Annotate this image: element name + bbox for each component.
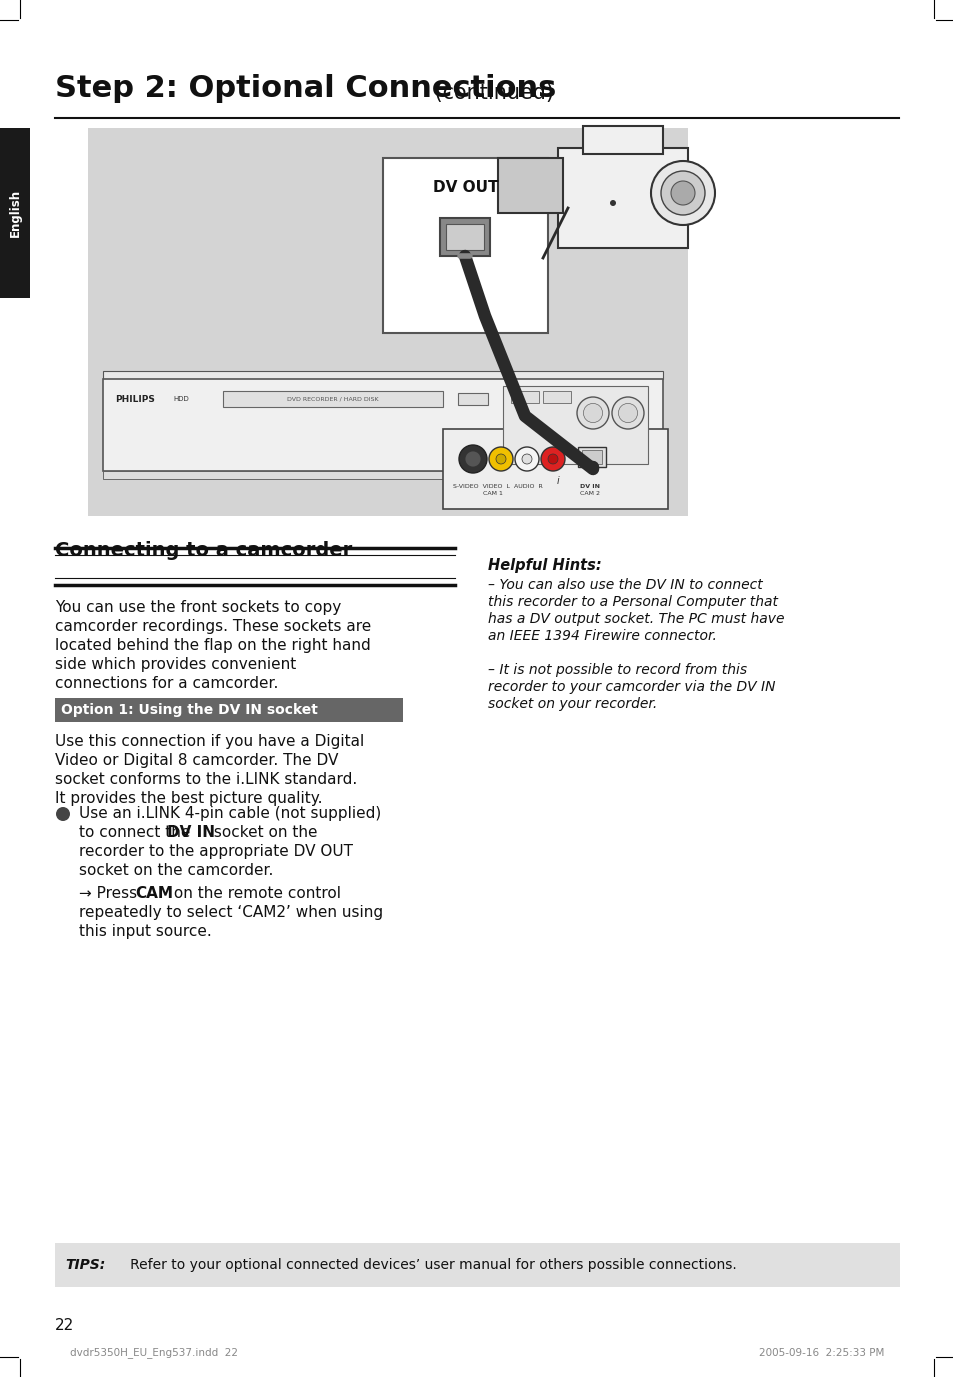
Circle shape xyxy=(515,448,538,471)
Text: TIPS:: TIPS: xyxy=(65,1259,105,1272)
Bar xyxy=(582,127,662,154)
Circle shape xyxy=(609,200,616,207)
Bar xyxy=(111,388,201,408)
Text: located behind the flap on the right hand: located behind the flap on the right han… xyxy=(55,638,371,653)
Bar xyxy=(439,218,490,256)
Text: English: English xyxy=(9,189,22,237)
Text: Video or Digital 8 camcorder. The DV: Video or Digital 8 camcorder. The DV xyxy=(55,753,338,768)
Bar xyxy=(578,448,605,467)
Text: an IEEE 1394 Firewire connector.: an IEEE 1394 Firewire connector. xyxy=(488,629,716,643)
Text: → Press: → Press xyxy=(79,885,142,901)
Bar xyxy=(0,128,30,297)
Circle shape xyxy=(670,180,695,205)
Text: PHILIPS: PHILIPS xyxy=(115,394,154,403)
Text: CAM 2: CAM 2 xyxy=(579,492,599,496)
Text: this recorder to a Personal Computer that: this recorder to a Personal Computer tha… xyxy=(488,595,778,609)
Text: S-VIDEO  VIDEO  L  AUDIO  R: S-VIDEO VIDEO L AUDIO R xyxy=(453,483,542,489)
Bar xyxy=(581,450,601,464)
Text: Option 1: Using the DV IN socket: Option 1: Using the DV IN socket xyxy=(61,704,317,717)
Text: repeatedly to select ‘CAM2’ when using: repeatedly to select ‘CAM2’ when using xyxy=(79,905,383,920)
Text: socket conforms to the i.LINK standard.: socket conforms to the i.LINK standard. xyxy=(55,772,356,788)
Text: – It is not possible to record from this: – It is not possible to record from this xyxy=(488,662,746,677)
Text: It provides the best picture quality.: It provides the best picture quality. xyxy=(55,790,322,806)
Text: Refer to your optional connected devices’ user manual for others possible connec: Refer to your optional connected devices… xyxy=(117,1259,736,1272)
Circle shape xyxy=(464,452,480,467)
Text: You can use the front sockets to copy: You can use the front sockets to copy xyxy=(55,600,341,616)
Text: DVD RECORDER / HARD DISK: DVD RECORDER / HARD DISK xyxy=(287,397,378,402)
Bar xyxy=(558,147,687,248)
Bar xyxy=(511,391,538,403)
Text: – You can also use the DV IN to connect: – You can also use the DV IN to connect xyxy=(488,578,762,592)
Circle shape xyxy=(521,454,532,464)
Circle shape xyxy=(489,448,513,471)
Bar xyxy=(223,391,442,408)
Circle shape xyxy=(577,397,608,430)
Text: i: i xyxy=(556,476,558,486)
Text: socket on the camcorder.: socket on the camcorder. xyxy=(79,863,274,879)
Text: Helpful Hints:: Helpful Hints: xyxy=(488,558,601,573)
Text: DV OUT: DV OUT xyxy=(433,180,497,196)
Text: recorder to your camcorder via the DV IN: recorder to your camcorder via the DV IN xyxy=(488,680,775,694)
Text: Connecting to a camcorder: Connecting to a camcorder xyxy=(55,541,352,560)
Bar xyxy=(442,430,667,509)
Text: socket on your recorder.: socket on your recorder. xyxy=(488,697,657,711)
Text: HDD: HDD xyxy=(172,397,189,402)
Circle shape xyxy=(650,161,714,224)
Bar xyxy=(382,158,547,333)
Bar xyxy=(103,370,662,379)
Bar xyxy=(103,379,662,471)
Text: (continued): (continued) xyxy=(428,83,554,103)
Circle shape xyxy=(618,403,637,423)
Text: Step 2: Optional Connections: Step 2: Optional Connections xyxy=(55,74,556,103)
Text: 22: 22 xyxy=(55,1318,74,1333)
Circle shape xyxy=(660,171,704,215)
Text: has a DV output socket. The PC must have: has a DV output socket. The PC must have xyxy=(488,611,783,627)
Text: on the remote control: on the remote control xyxy=(169,885,340,901)
Bar xyxy=(103,471,662,479)
Circle shape xyxy=(583,403,602,423)
Circle shape xyxy=(612,397,643,430)
Text: this input source.: this input source. xyxy=(79,924,212,939)
Text: dvdr5350H_EU_Eng537.indd  22: dvdr5350H_EU_Eng537.indd 22 xyxy=(70,1347,237,1358)
Text: DV IN: DV IN xyxy=(167,825,214,840)
Bar xyxy=(55,698,402,722)
Bar xyxy=(497,158,562,213)
Circle shape xyxy=(547,454,558,464)
Text: side which provides convenient: side which provides convenient xyxy=(55,657,296,672)
Text: to connect the: to connect the xyxy=(79,825,195,840)
Bar xyxy=(55,1243,899,1287)
Text: DV IN: DV IN xyxy=(579,483,599,489)
Text: Use this connection if you have a Digital: Use this connection if you have a Digita… xyxy=(55,734,364,749)
Bar xyxy=(542,391,571,403)
Text: CAM 1: CAM 1 xyxy=(482,492,502,496)
Text: socket on the: socket on the xyxy=(209,825,317,840)
Circle shape xyxy=(540,448,564,471)
Circle shape xyxy=(458,445,486,474)
Circle shape xyxy=(496,454,505,464)
Text: CAM: CAM xyxy=(135,885,172,901)
Text: camcorder recordings. These sockets are: camcorder recordings. These sockets are xyxy=(55,620,371,633)
Text: Use an i.LINK 4-pin cable (not supplied): Use an i.LINK 4-pin cable (not supplied) xyxy=(79,806,381,821)
Bar xyxy=(446,224,483,251)
Text: recorder to the appropriate DV OUT: recorder to the appropriate DV OUT xyxy=(79,844,353,859)
Bar xyxy=(502,386,647,464)
Bar xyxy=(88,128,687,516)
Text: 2005-09-16  2:25:33 PM: 2005-09-16 2:25:33 PM xyxy=(758,1348,883,1358)
Text: connections for a camcorder.: connections for a camcorder. xyxy=(55,676,278,691)
Circle shape xyxy=(56,807,70,821)
Bar xyxy=(457,392,488,405)
